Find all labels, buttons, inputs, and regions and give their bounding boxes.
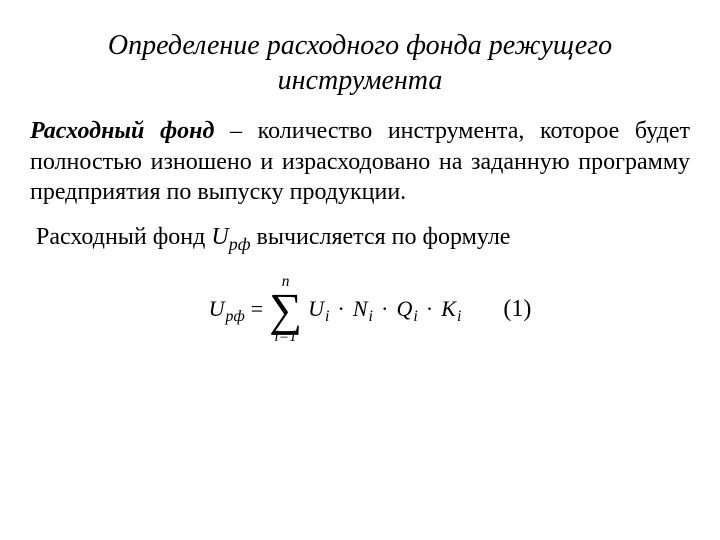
- definition-dash: –: [214, 118, 257, 144]
- dot-1: ∙: [335, 296, 347, 322]
- term-4-var: K: [441, 296, 456, 322]
- dot-2: ∙: [379, 296, 391, 322]
- term-1-var: U: [308, 296, 324, 322]
- term-2: Ni: [353, 296, 373, 322]
- formula: Uрф = n ∑ i=1 Ui ∙ Ni ∙ Qi ∙ Ki: [209, 274, 462, 344]
- sigma-icon: ∑: [269, 290, 302, 329]
- intro-symbol: U: [211, 224, 228, 250]
- summation: n ∑ i=1: [269, 274, 302, 344]
- formula-lhs: Uрф: [209, 296, 245, 322]
- term-2-var: N: [353, 296, 368, 322]
- lhs-var: U: [209, 296, 225, 322]
- equals-sign: =: [251, 296, 263, 322]
- term-1: Ui: [308, 296, 329, 322]
- formula-intro: Расходный фонд Uрф вычисляется по формул…: [30, 222, 690, 256]
- term-3: Qi: [396, 296, 417, 322]
- heading: Определение расходного фонда режущего ин…: [30, 28, 690, 98]
- definition-term: Расходный фонд: [30, 118, 214, 144]
- title-line-2: инструмента: [278, 65, 443, 96]
- equation-number: (1): [503, 296, 531, 323]
- title-line-1: Определение расходного фонда режущего: [108, 30, 612, 61]
- term-4: Ki: [441, 296, 461, 322]
- term-3-sub: i: [413, 308, 417, 326]
- term-1-sub: i: [325, 308, 329, 326]
- term-3-var: Q: [396, 296, 412, 322]
- term-4-sub: i: [457, 308, 461, 326]
- formula-row: Uрф = n ∑ i=1 Ui ∙ Ni ∙ Qi ∙ Ki (1: [30, 274, 690, 344]
- definition-paragraph: Расходный фонд – количество инструмента,…: [30, 116, 690, 208]
- sum-lower: i=1: [274, 329, 296, 344]
- intro-before: Расходный фонд: [36, 224, 211, 250]
- page: Определение расходного фонда режущего ин…: [0, 0, 720, 344]
- lhs-sub: рф: [226, 308, 245, 326]
- term-2-sub: i: [369, 308, 373, 326]
- intro-after: вычисляется по формуле: [250, 224, 510, 250]
- dot-3: ∙: [424, 296, 436, 322]
- intro-subscript: рф: [229, 234, 251, 254]
